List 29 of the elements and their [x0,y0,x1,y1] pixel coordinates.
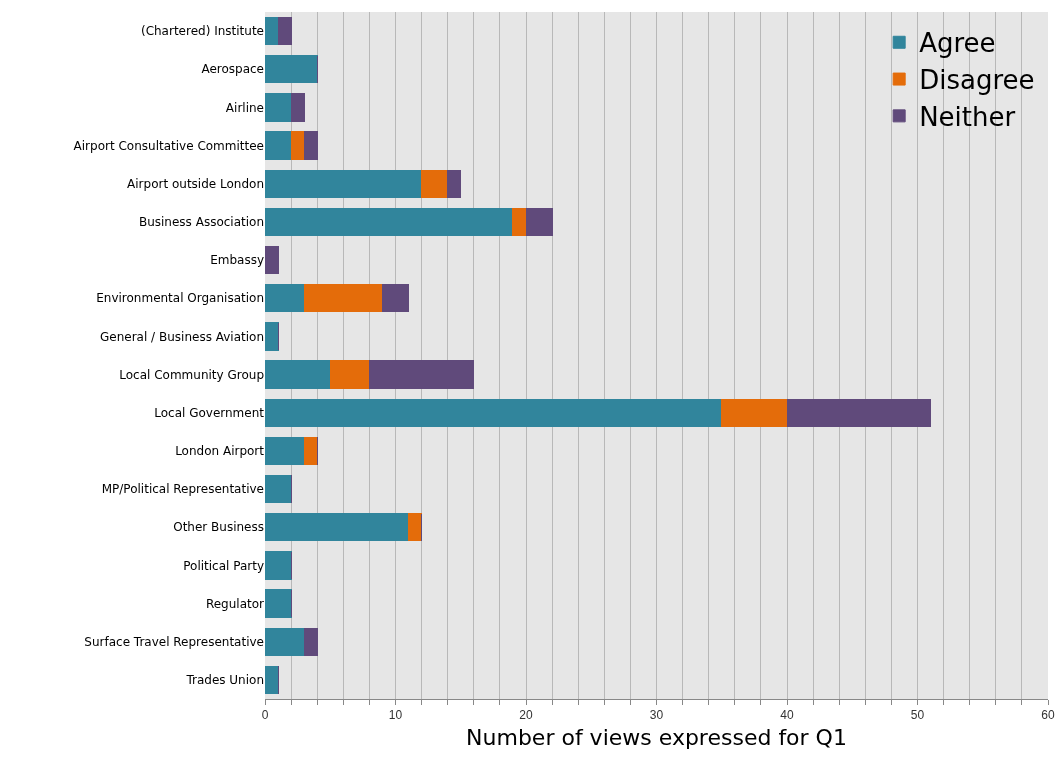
y-tick-label: Regulator [205,596,265,611]
x-tick-label: 30 [649,708,664,723]
x-tick-label: 50 [910,708,925,723]
legend-label: Agree [919,28,996,59]
y-tick-label: Business Association [138,215,264,230]
x-tick-label: 40 [780,708,794,723]
y-tick-label: Aerospace [201,62,264,77]
y-tick-label: Local Community Group [119,367,264,382]
legend-label: Disagree [919,65,1035,96]
y-tick-label: Airport Consultative Committee [73,138,264,153]
x-tick-label: 60 [1041,708,1055,723]
y-tick-label: General / Business Aviation [100,329,264,344]
y-tick-label: Other Business [173,520,264,535]
y-tick-label: Surface Travel Representative [84,634,264,649]
y-tick-label: Local Government [154,405,265,420]
x-axis-title: Number of views expressed for Q1 [466,725,847,751]
legend-label: Neither [919,102,1016,133]
x-tick-label: 0 [261,708,269,723]
y-tick-label: Airline [225,100,264,115]
x-tick-label: 10 [388,708,403,723]
y-tick-label: (Chartered) Institute [140,24,264,39]
y-tick-label: London Airport [175,444,265,459]
y-tick-label: Environmental Organisation [96,291,264,306]
y-tick-label: Airport outside London [127,176,264,191]
x-tick-label: 20 [519,708,533,723]
y-tick-label: Embassy [210,253,264,268]
y-tick-label: MP/Political Representative [101,482,264,497]
y-tick-label: Trades Union [185,673,264,688]
y-tick-label: Political Party [183,558,264,573]
